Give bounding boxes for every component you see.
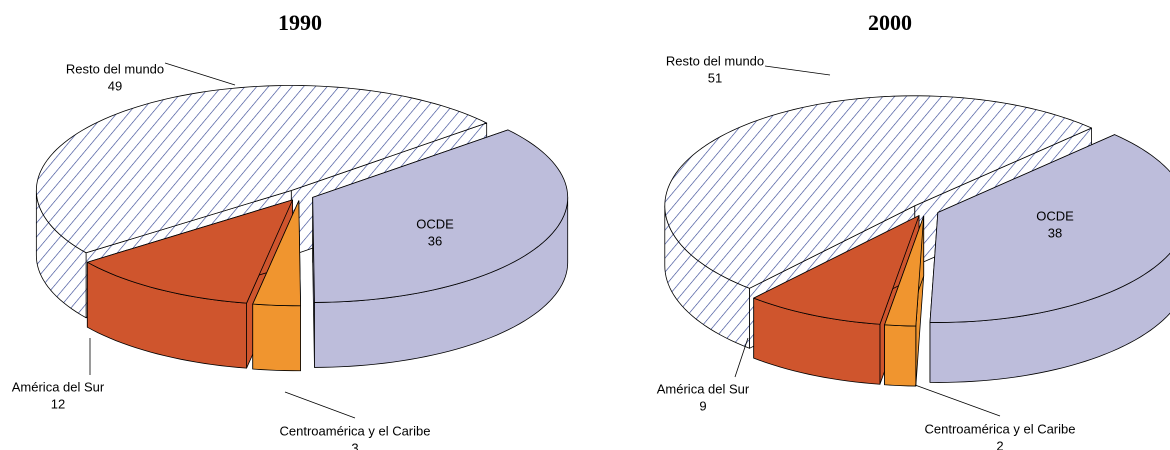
leader-line [734, 337, 749, 378]
leader-line [764, 65, 831, 76]
slice-label: OCDE [1036, 208, 1074, 223]
slice-label: OCDE [416, 216, 454, 231]
slice [753, 215, 920, 325]
slice-side [884, 324, 917, 387]
slice-side [252, 303, 301, 372]
chart-title: 2000 [868, 10, 912, 35]
slice-label: Resto del mundo [66, 61, 164, 76]
leader-line [164, 62, 236, 86]
slice-label: América del Sur [12, 379, 105, 394]
slice [35, 85, 488, 254]
slice-value: 49 [108, 78, 122, 93]
slice-value: 2 [996, 438, 1003, 450]
slice [929, 134, 1170, 323]
slice-label: Resto del mundo [666, 53, 764, 68]
slice-value: 9 [699, 398, 706, 413]
leader-line [284, 391, 356, 419]
slice-label: Centroamérica y el Caribe [924, 421, 1075, 436]
slice-value: 12 [51, 396, 65, 411]
slice [86, 199, 293, 304]
slice [252, 200, 301, 307]
slice-value: 3 [351, 440, 358, 450]
slice [884, 215, 925, 327]
slice-value: 36 [428, 233, 442, 248]
slice [312, 129, 569, 303]
slice-label: América del Sur [657, 381, 750, 396]
slice-value: 51 [708, 70, 722, 85]
slice-value: 38 [1048, 225, 1062, 240]
leader-line [914, 384, 1001, 417]
slice [664, 95, 1092, 289]
slice-label: Centroamérica y el Caribe [279, 423, 430, 438]
chart-title: 1990 [278, 10, 322, 35]
